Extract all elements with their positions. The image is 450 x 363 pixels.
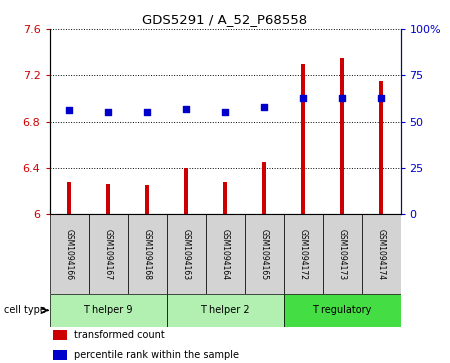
Bar (144, 185, 149, 214)
Text: percentile rank within the sample: percentile rank within the sample (74, 350, 239, 360)
Bar (53, 350, 67, 360)
Bar (284, 214, 323, 294)
Point (261, 104, 268, 110)
Point (378, 95, 385, 101)
Text: transformed count: transformed count (74, 330, 165, 340)
Text: cell type: cell type (4, 305, 46, 315)
Bar (340, 58, 344, 214)
Bar (89, 214, 127, 294)
Bar (244, 214, 284, 294)
Text: T helper 9: T helper 9 (83, 305, 133, 315)
Text: GSM1094172: GSM1094172 (298, 229, 307, 280)
Point (144, 109, 151, 115)
Bar (166, 214, 206, 294)
Point (104, 109, 112, 115)
Bar (206, 214, 244, 294)
Point (65, 107, 72, 113)
Text: GSM1094163: GSM1094163 (181, 229, 190, 280)
Bar (50, 294, 166, 327)
Bar (301, 64, 306, 214)
Bar (53, 330, 67, 340)
Bar (106, 184, 110, 214)
Text: GSM1094165: GSM1094165 (260, 229, 269, 280)
Bar (166, 294, 284, 327)
Bar (184, 168, 189, 214)
Text: GSM1094167: GSM1094167 (104, 229, 112, 280)
Title: GDS5291 / A_52_P68558: GDS5291 / A_52_P68558 (143, 13, 307, 26)
Text: GSM1094166: GSM1094166 (64, 229, 73, 280)
Point (299, 95, 306, 101)
Bar (50, 214, 89, 294)
Bar (127, 214, 166, 294)
Bar (67, 182, 72, 214)
Point (182, 106, 189, 111)
Bar (284, 294, 400, 327)
Bar (378, 81, 383, 214)
Bar (223, 182, 227, 214)
Point (221, 109, 229, 115)
Text: GSM1094168: GSM1094168 (143, 229, 152, 280)
Point (338, 95, 346, 101)
Text: GSM1094173: GSM1094173 (338, 229, 346, 280)
Text: T helper 2: T helper 2 (200, 305, 250, 315)
Text: T regulatory: T regulatory (312, 305, 372, 315)
Text: GSM1094174: GSM1094174 (377, 229, 386, 280)
Text: GSM1094164: GSM1094164 (220, 229, 230, 280)
Bar (361, 214, 400, 294)
Bar (323, 214, 361, 294)
Bar (261, 162, 266, 214)
